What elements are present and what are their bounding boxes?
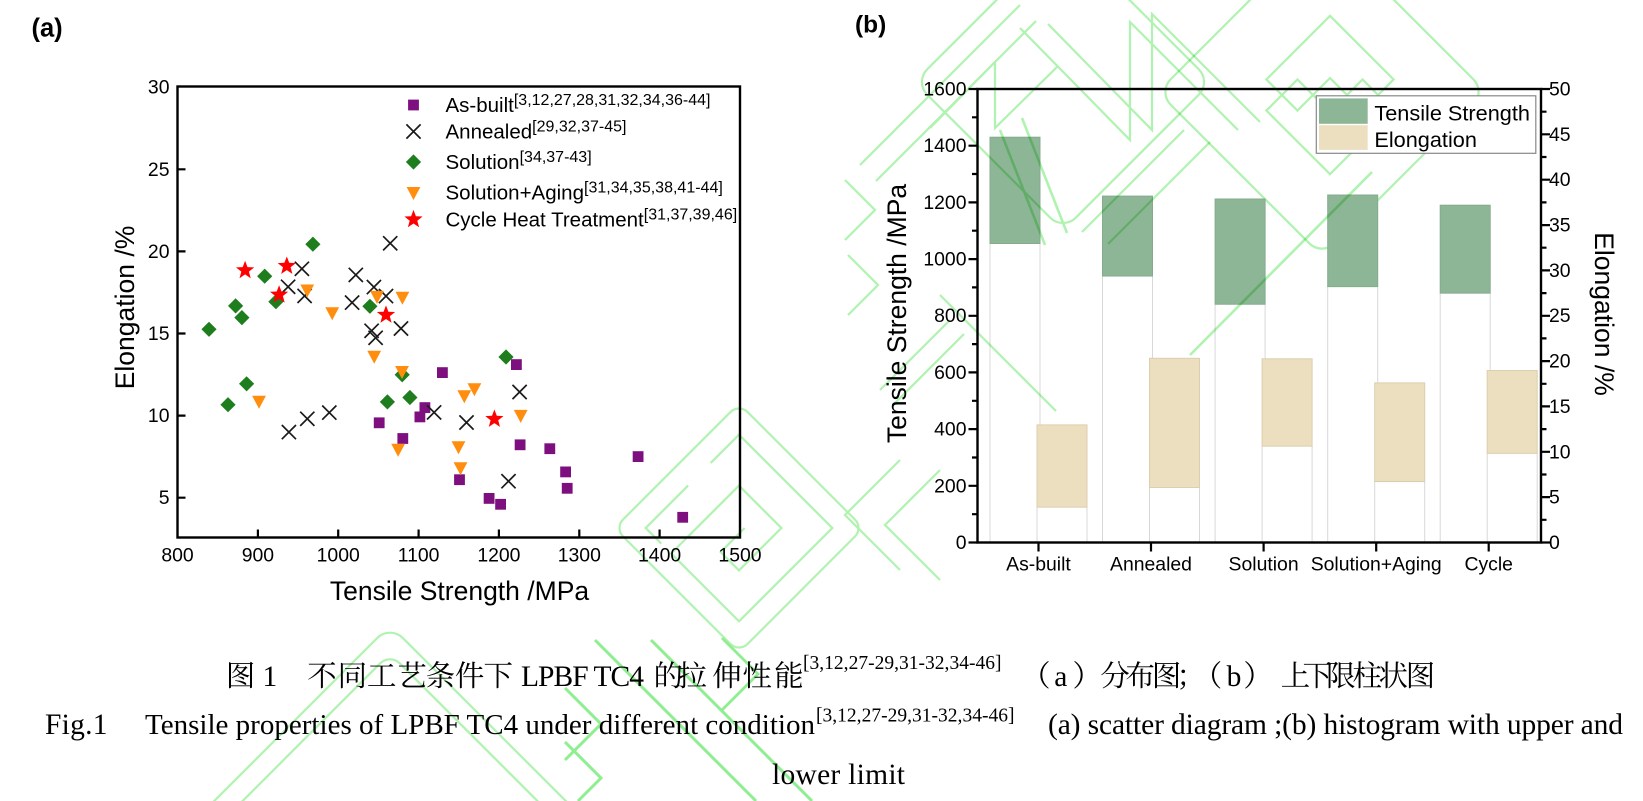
svg-text:0: 0 xyxy=(1549,532,1560,554)
svg-text:(a) scatter diagram ;(b) histo: (a) scatter diagram ;(b) histogram with … xyxy=(1048,709,1623,741)
svg-text:20: 20 xyxy=(148,241,170,263)
svg-text:a: a xyxy=(1054,661,1067,693)
svg-text:200: 200 xyxy=(934,475,967,497)
svg-text:10: 10 xyxy=(148,405,170,427)
svg-text:As-built[3,12,27,28,31,32,34,3: As-built[3,12,27,28,31,32,34,36-44] xyxy=(446,92,711,117)
svg-text:5: 5 xyxy=(159,487,170,509)
svg-text:Annealed: Annealed xyxy=(1110,554,1192,576)
svg-text:800: 800 xyxy=(161,545,194,567)
svg-text:b: b xyxy=(1227,661,1242,693)
svg-text:1200: 1200 xyxy=(477,545,520,567)
svg-text:1300: 1300 xyxy=(558,545,601,567)
svg-text:Solution: Solution xyxy=(1229,554,1299,576)
svg-text:Elongation /%: Elongation /% xyxy=(110,226,140,390)
svg-text:800: 800 xyxy=(934,305,967,327)
svg-text:1: 1 xyxy=(263,661,278,693)
svg-text:[3,12,27-29,31-32,34-46]: [3,12,27-29,31-32,34-46] xyxy=(803,653,1002,674)
svg-text:30: 30 xyxy=(148,77,170,99)
svg-text:45: 45 xyxy=(1549,124,1571,146)
svg-text:900: 900 xyxy=(242,545,275,567)
svg-text:600: 600 xyxy=(934,362,967,384)
svg-text:35: 35 xyxy=(1549,215,1571,237)
svg-text:0: 0 xyxy=(956,532,967,554)
svg-text:Annealed[29,32,37-45]: Annealed[29,32,37-45] xyxy=(446,119,627,144)
svg-text:Tensile Strength: Tensile Strength xyxy=(1374,101,1530,126)
svg-text:25: 25 xyxy=(1549,305,1571,327)
svg-text:10: 10 xyxy=(1549,441,1571,463)
svg-text:1000: 1000 xyxy=(923,249,966,271)
svg-text:LPBF TC4: LPBF TC4 xyxy=(521,661,644,693)
svg-text:Elongation: Elongation xyxy=(1374,127,1477,152)
svg-text:20: 20 xyxy=(1549,351,1571,373)
svg-text:1100: 1100 xyxy=(398,545,440,567)
svg-text:(a): (a) xyxy=(32,15,63,43)
svg-text:1400: 1400 xyxy=(923,135,966,157)
svg-text:Tensile properties of LPBF TC4: Tensile properties of LPBF TC4 under dif… xyxy=(145,709,816,741)
svg-text:Solution[34,37-43]: Solution[34,37-43] xyxy=(446,149,592,174)
svg-text:Fig.1: Fig.1 xyxy=(45,709,108,741)
svg-text:1200: 1200 xyxy=(923,192,966,214)
svg-text:30: 30 xyxy=(1549,260,1571,282)
svg-text:1000: 1000 xyxy=(317,545,360,567)
svg-text:15: 15 xyxy=(1549,396,1571,418)
svg-text:40: 40 xyxy=(1549,169,1571,191)
svg-text:Tensile Strength /MPa: Tensile Strength /MPa xyxy=(330,576,590,606)
svg-text:As-built: As-built xyxy=(1006,554,1071,576)
svg-text:1400: 1400 xyxy=(638,545,681,567)
svg-text:5: 5 xyxy=(1549,487,1560,509)
svg-text:lower limit: lower limit xyxy=(772,759,906,791)
svg-text:400: 400 xyxy=(934,419,967,441)
svg-text:[3,12,27-29,31-32,34-46]: [3,12,27-29,31-32,34-46] xyxy=(816,706,1015,727)
svg-text:15: 15 xyxy=(148,323,170,345)
svg-text:1600: 1600 xyxy=(923,79,966,101)
svg-text:Cycle Heat Treatment[31,37,39,: Cycle Heat Treatment[31,37,39,46] xyxy=(446,207,738,232)
svg-text:50: 50 xyxy=(1549,79,1571,101)
svg-text:Solution+Aging: Solution+Aging xyxy=(1311,554,1442,576)
svg-text:(b): (b) xyxy=(855,12,886,39)
svg-text:Cycle: Cycle xyxy=(1464,554,1513,576)
svg-text:Tensile Strength /MPa: Tensile Strength /MPa xyxy=(882,184,912,444)
svg-text:Elongation /%: Elongation /% xyxy=(1589,232,1619,396)
svg-text:25: 25 xyxy=(148,159,170,181)
